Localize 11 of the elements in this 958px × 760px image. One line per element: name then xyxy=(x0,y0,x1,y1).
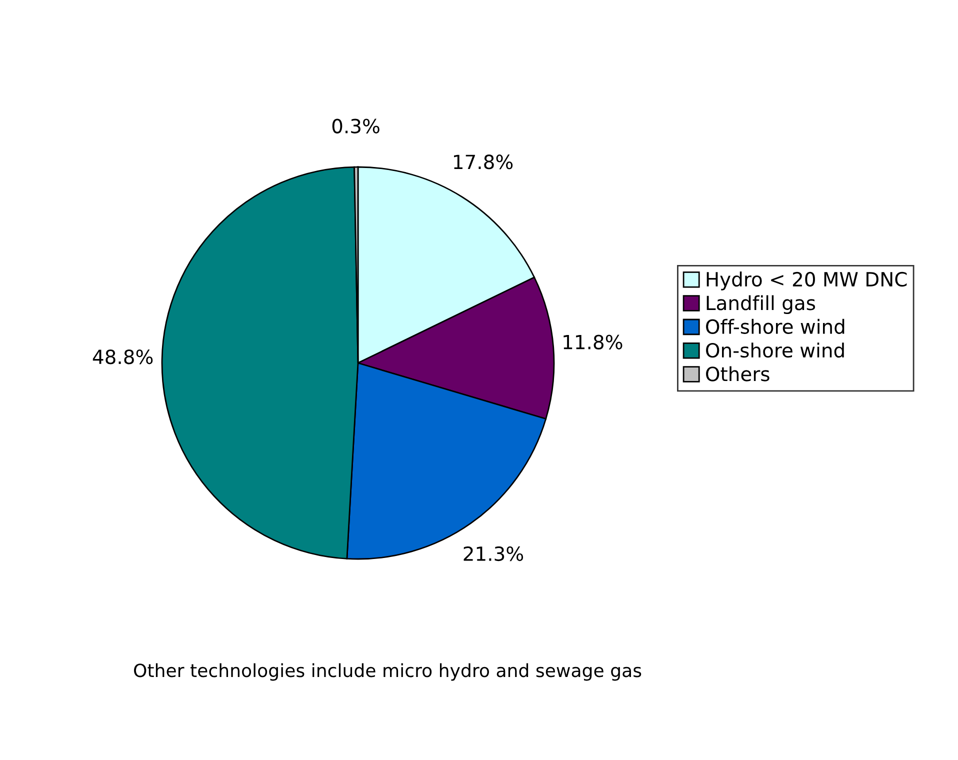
data-label: 21.3% xyxy=(464,546,524,562)
legend-label: Others xyxy=(706,366,770,382)
data-label: 0.3% xyxy=(332,118,380,134)
data-label: 48.8% xyxy=(92,350,153,364)
legend-label: Hydro < 20 MW DNC xyxy=(706,272,907,290)
legend-label: Landfill gas xyxy=(706,295,816,314)
text: Other technologies include micro hydro and sewage gas xyxy=(134,663,642,681)
legend-label: On-shore wind xyxy=(706,342,844,358)
data-label: 11.8% xyxy=(564,334,622,350)
data-label: 17.8% xyxy=(454,154,513,170)
legend-label: Off-shore wind xyxy=(706,318,844,334)
